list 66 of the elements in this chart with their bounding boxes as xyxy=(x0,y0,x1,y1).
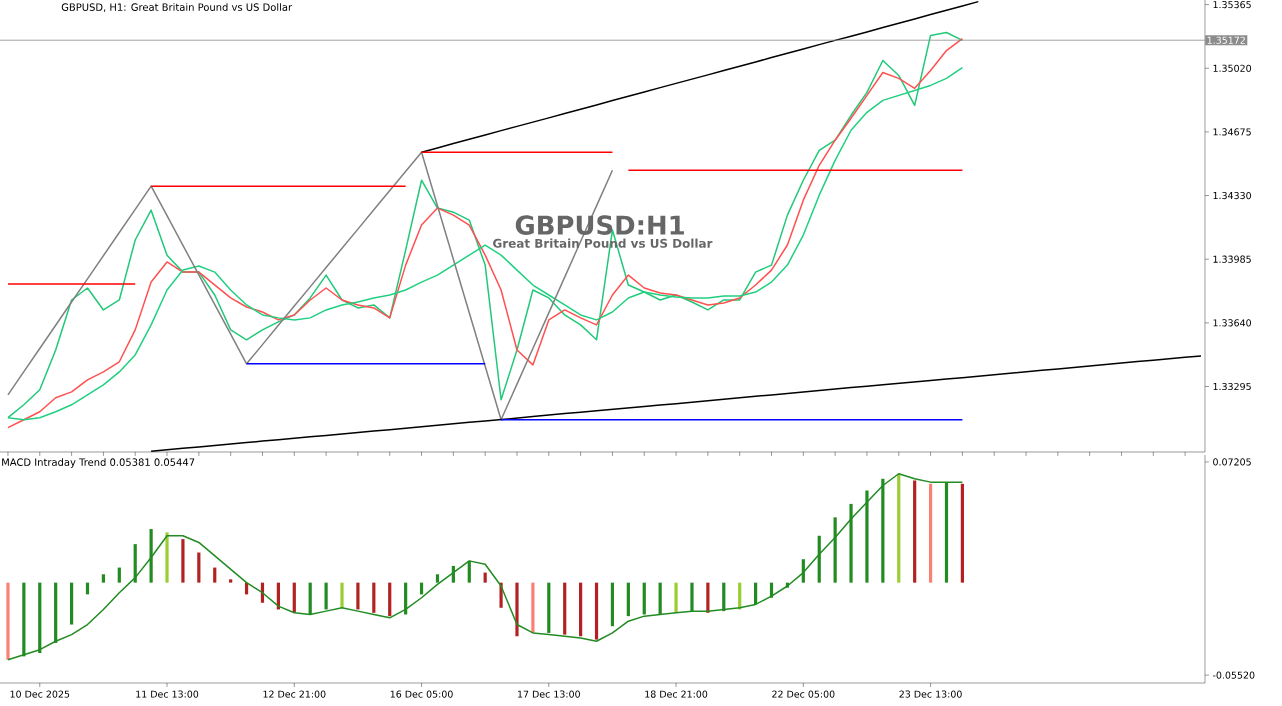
y-tick-label: 1.34675 xyxy=(1213,128,1251,136)
y-tick-label: 1.35020 xyxy=(1213,64,1251,72)
bar xyxy=(531,582,535,633)
bar xyxy=(292,582,296,613)
bar xyxy=(833,517,837,583)
bar xyxy=(38,582,42,654)
bar xyxy=(324,582,328,610)
bar xyxy=(817,535,821,583)
bar xyxy=(849,503,853,583)
bar xyxy=(54,582,58,643)
bar xyxy=(579,582,583,637)
x-tick-label: 17 Dec 13:00 xyxy=(518,690,580,698)
x-tick-label: 16 Dec 05:00 xyxy=(390,690,453,698)
bar xyxy=(913,480,917,583)
bar xyxy=(547,582,551,633)
y-tick-label: 1.35365 xyxy=(1213,1,1251,9)
bar xyxy=(6,582,10,660)
bar xyxy=(22,582,26,657)
x-tick-label: 18 Dec 21:00 xyxy=(645,690,708,698)
x-tick-label: 22 Dec 05:00 xyxy=(772,690,835,698)
bar xyxy=(181,539,185,583)
bar xyxy=(483,572,487,583)
bar xyxy=(515,582,519,637)
bar xyxy=(308,582,312,615)
bar xyxy=(133,544,137,583)
bar xyxy=(960,483,964,583)
bar xyxy=(881,478,885,583)
bar xyxy=(690,582,694,612)
bar xyxy=(944,482,949,583)
bar xyxy=(865,490,869,583)
y-tick-label: 0.07205 xyxy=(1213,458,1251,466)
bar xyxy=(213,567,217,583)
y-tick-label: 1.33295 xyxy=(1213,382,1251,391)
bar xyxy=(372,582,376,613)
bar xyxy=(642,582,646,615)
bar xyxy=(117,567,121,583)
bar xyxy=(165,532,169,583)
x-tick-label: 10 Dec 2025 xyxy=(10,690,70,698)
bar xyxy=(149,529,153,583)
bar xyxy=(610,582,615,627)
bar xyxy=(658,582,662,615)
chart-title: MACD Intraday Trend 0.05381 0.05447 xyxy=(2,458,195,468)
bar xyxy=(467,560,471,583)
bar xyxy=(69,582,74,625)
bar xyxy=(928,483,933,583)
bar xyxy=(388,582,392,617)
bar xyxy=(229,579,233,583)
bar xyxy=(101,574,105,583)
ref-line-label: 1.35172 xyxy=(1207,36,1245,44)
bar xyxy=(197,552,201,583)
x-tick-label: 23 Dec 13:00 xyxy=(899,690,962,698)
x-tick-label: 11 Dec 13:00 xyxy=(136,690,199,698)
chart-title: GBPUSD, H1: Great Britain Pound vs US Dollar xyxy=(61,3,293,12)
y-tick-label: 1.33985 xyxy=(1213,255,1251,263)
bar xyxy=(626,582,630,617)
bar xyxy=(594,582,599,640)
y-tick-label: 1.33640 xyxy=(1213,319,1251,327)
bar xyxy=(340,582,344,608)
y-tick-label: -0.05520 xyxy=(1212,671,1255,679)
bar xyxy=(435,574,440,583)
bar xyxy=(674,582,678,613)
bar xyxy=(356,582,360,610)
bar xyxy=(563,582,567,635)
y-tick-label: 1.34330 xyxy=(1213,191,1251,200)
x-tick-label: 12 Dec 21:00 xyxy=(263,690,326,698)
bar xyxy=(897,473,901,583)
